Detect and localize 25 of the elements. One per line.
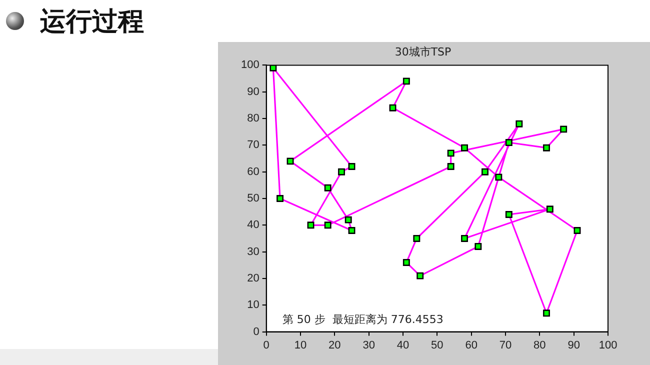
- x-tick-label: 70: [499, 339, 512, 352]
- x-tick-label: 50: [431, 339, 444, 352]
- x-tick-label: 80: [534, 339, 546, 352]
- y-tick-label: 100: [240, 59, 260, 72]
- y-tick-label: 0: [253, 326, 260, 338]
- y-tick-label: 20: [247, 272, 260, 285]
- y-tick-label: 50: [247, 192, 260, 205]
- x-tick-label: 100: [598, 339, 618, 352]
- chart-title: 30城市TSP: [394, 45, 452, 58]
- y-tick-label: 70: [247, 139, 260, 152]
- annotation: 第 50 步 最短距离为 776.4553: [282, 313, 444, 326]
- text: 运行过程: [40, 6, 144, 39]
- x-tick-label: 30: [362, 339, 375, 352]
- y-tick-label: 40: [247, 219, 260, 232]
- y-tick-label: 90: [247, 86, 260, 98]
- y-tick-label: 10: [247, 299, 260, 312]
- x-tick-label: 0: [263, 339, 270, 352]
- x-tick-label: 20: [328, 339, 341, 352]
- x-tick-label: 90: [568, 339, 580, 352]
- y-tick-label: 30: [247, 246, 260, 258]
- x-tick-label: 60: [465, 339, 478, 352]
- x-tick-label: 10: [294, 339, 307, 352]
- y-tick-label: 80: [247, 112, 260, 125]
- x-tick-label: 40: [396, 339, 410, 352]
- y-tick-label: 60: [247, 166, 260, 178]
